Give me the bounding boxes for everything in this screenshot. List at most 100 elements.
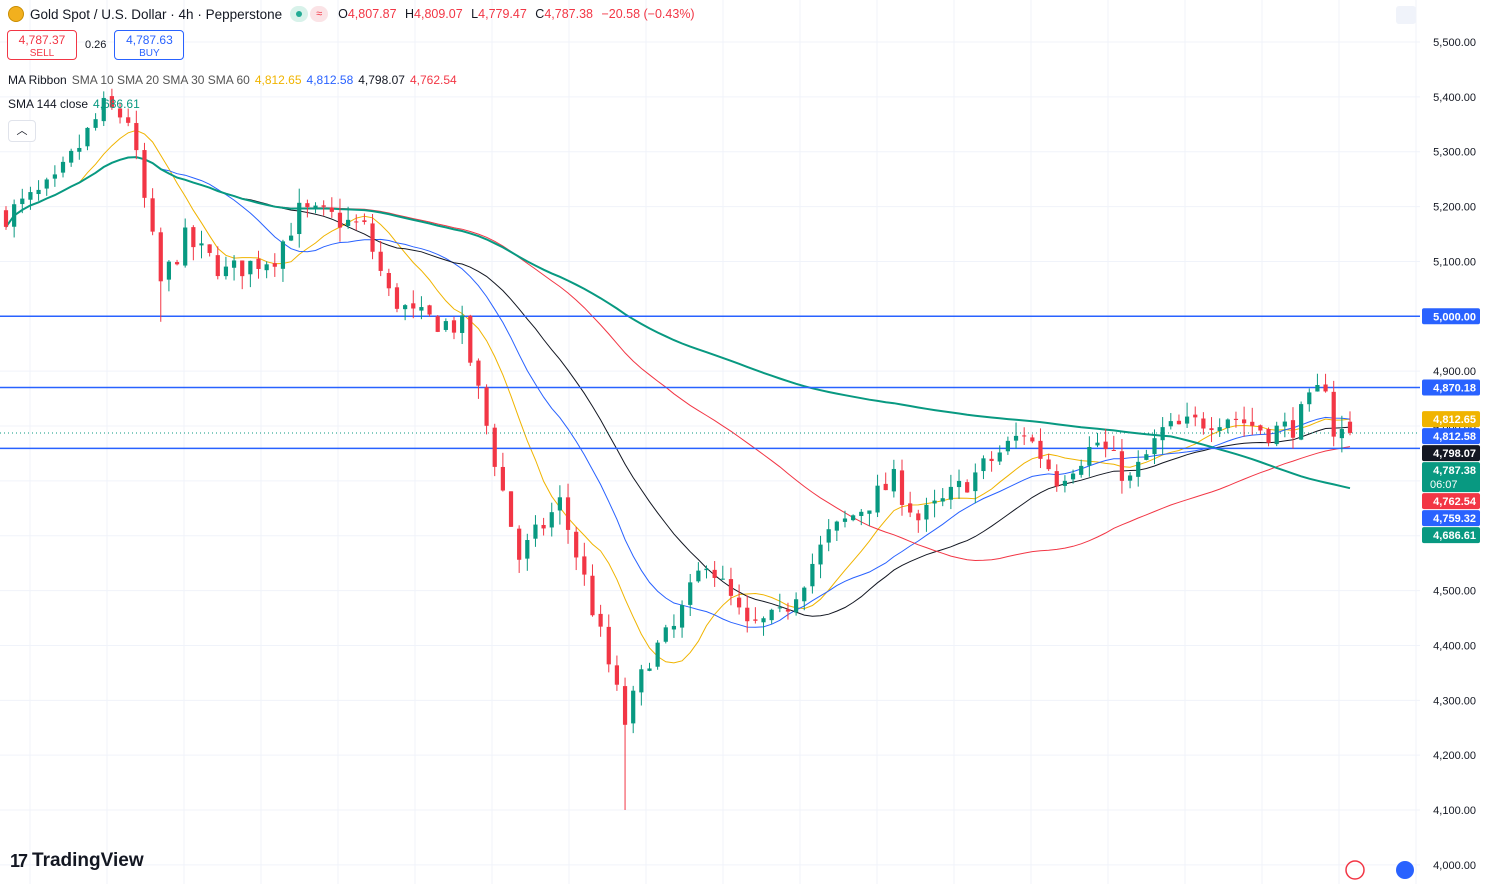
candle-body [468,315,473,363]
sma60-line [5,156,1351,562]
candle-body [1103,441,1108,450]
candle-body [908,503,913,513]
price-label-text: 5,000.00 [1433,311,1476,323]
candle-body [264,264,269,271]
sma144-value: 4,686.61 [93,97,140,111]
candle-body [728,579,734,596]
y-tick-label: 4,200.00 [1433,750,1476,762]
candle-body [1315,385,1320,392]
candle-body [1201,418,1206,429]
y-tick-label: 4,100.00 [1433,805,1476,817]
market-open-icon[interactable] [290,6,309,22]
candle-body [1111,450,1116,452]
candle-body [1266,429,1271,443]
candle-body [69,150,74,163]
data-delay-icon[interactable]: ≈ [310,6,329,22]
candle-body [525,540,530,559]
candle-body [1144,454,1149,460]
candle-body [810,563,815,587]
candle-body [1038,440,1043,459]
candle-body [1168,421,1173,427]
candle-body [337,212,343,228]
candle-body [736,597,742,608]
candle-body [77,147,82,152]
sell-button[interactable]: 4,787.37 SELL [7,30,77,60]
candle-body [940,498,945,502]
candle-body [753,619,758,621]
candle-body [1184,416,1190,424]
alert-bolt-icon[interactable] [1345,860,1365,880]
candle-body [981,458,986,472]
candle-body [761,618,766,623]
candle-body [508,491,514,527]
candle-body [240,260,245,277]
candle-body [288,235,294,241]
symbol-title[interactable]: Gold Spot / U.S. Dollar · 4h · Peppersto… [30,6,283,22]
candle-body [924,504,929,520]
flag-us-icon[interactable] [1396,861,1414,879]
candle-body [1299,404,1304,440]
sma10-value: 4,812.65 [254,73,302,87]
candle-body [443,321,448,330]
tradingview-logo-icon: 17 [10,850,28,871]
ma-ribbon-legend[interactable]: MA Ribbon SMA 10 SMA 20 SMA 30 SMA 60 4,81… [8,73,462,87]
candle-body [223,266,229,277]
candle-body [435,316,440,332]
candle-body [1290,420,1296,438]
ohlc-values: O4,807.87 H4,809.07 L4,779.47 C4,787.38 … [338,7,695,21]
candle-body [1250,421,1255,426]
candle-body [215,255,220,277]
candle-body [655,642,660,667]
chart-settings-icon [1396,6,1416,24]
candle-body [679,605,685,628]
sma144-legend[interactable]: SMA 144 close 4,686.61 [8,97,145,111]
candle-body [134,123,139,151]
candle-body [1209,428,1214,431]
candle-body [565,497,571,530]
candle-body [647,668,652,671]
candle-body [541,524,546,529]
candle-body [1152,438,1157,455]
price-label-text: 4,686.61 [1433,530,1476,542]
candle-body [973,472,978,492]
candle-body [1095,442,1100,446]
candle-body [313,205,318,208]
candles [3,88,1353,811]
candle-body [1339,429,1344,439]
candle-body [248,260,253,275]
price-label-badge [1422,428,1480,445]
buy-label: BUY [139,48,160,59]
brand-text: TradingView [32,850,144,871]
buy-button[interactable]: 4,787.63 BUY [114,30,185,60]
candle-body [256,258,261,269]
candle-body [427,305,432,315]
candle-body [818,544,823,565]
candle-body [297,202,302,235]
candle-body [370,223,375,252]
collapse-legend-button[interactable]: ︿ [8,120,36,142]
candle-body [948,486,953,500]
candle-body [802,587,807,602]
candle-body [1331,391,1336,437]
candle-body [1127,475,1133,481]
price-label-badge [1422,308,1480,325]
price-label-text: 4,812.58 [1433,431,1476,443]
y-tick-label: 4,500.00 [1433,586,1476,598]
candle-body [1347,421,1353,433]
candle-body [557,497,562,511]
gold-symbol-icon [8,6,24,22]
candle-body [460,315,465,333]
grid [0,0,1420,884]
y-tick-label: 5,100.00 [1433,256,1476,268]
sma60-value: 4,762.54 [409,73,457,87]
sma10-line [5,129,1351,664]
candle-body [891,468,896,492]
candle-body [859,511,864,516]
price-label-text: 4,798.07 [1433,448,1476,460]
candle-body [305,203,310,208]
candle-body [712,569,717,578]
candle-body [60,161,66,173]
candle-body [965,482,970,493]
candle-body [28,192,33,200]
